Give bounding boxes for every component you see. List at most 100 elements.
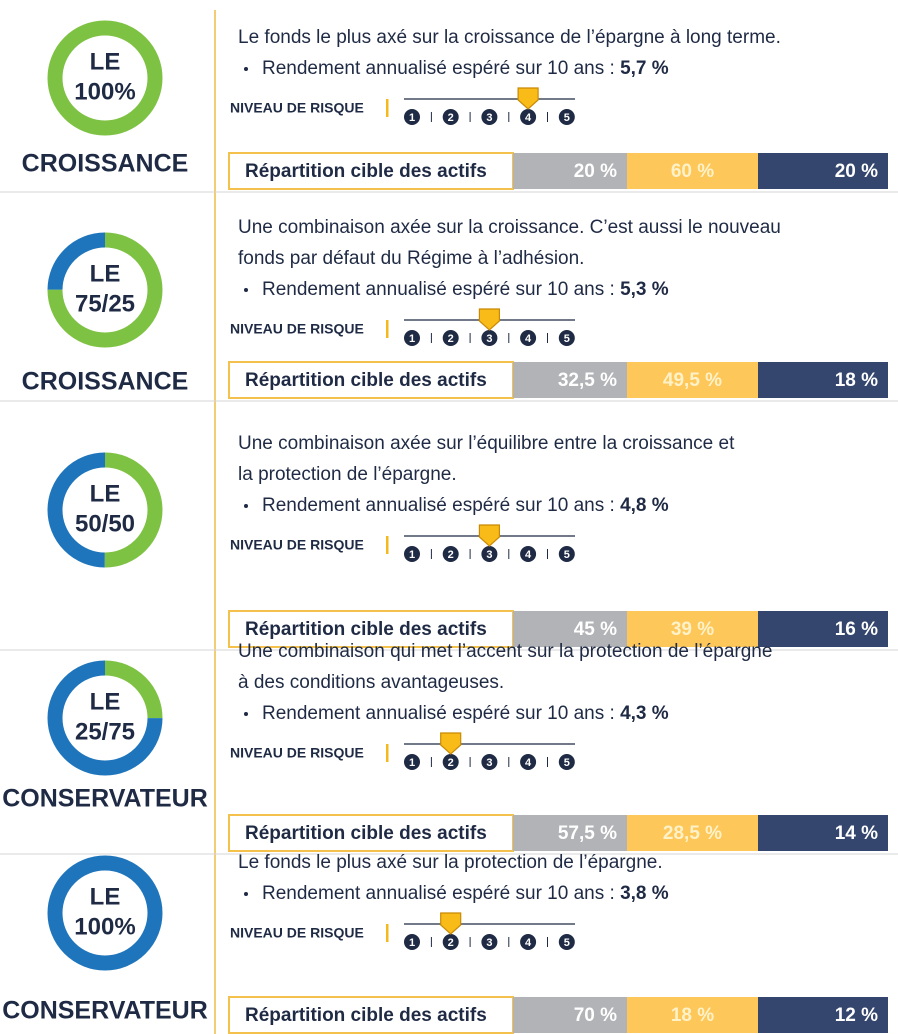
fund-share: 50/50 bbox=[75, 510, 135, 537]
allocation-segment bbox=[627, 815, 758, 851]
fund-share: 75/25 bbox=[75, 290, 135, 317]
fund-prefix: LE bbox=[90, 260, 121, 287]
risk-step-label: 5 bbox=[564, 549, 570, 561]
bullet bbox=[244, 892, 248, 896]
risk-step bbox=[442, 754, 459, 770]
return-label: Rendement annualisé espéré sur 10 ans : bbox=[262, 495, 615, 516]
allocation-segment bbox=[513, 362, 627, 398]
risk-step-label: 3 bbox=[486, 937, 492, 949]
allocation-segment bbox=[627, 997, 758, 1033]
allocation-value: 18 % bbox=[671, 1005, 714, 1026]
risk-step-label: 4 bbox=[525, 937, 532, 949]
risk-accent bbox=[386, 744, 389, 762]
risk-step-label: 3 bbox=[486, 549, 492, 561]
bullet bbox=[244, 288, 248, 292]
allocation-segment bbox=[758, 815, 888, 851]
allocation-value: 60 % bbox=[671, 161, 714, 182]
fund-share: 100% bbox=[74, 913, 135, 940]
fund-prefix: LE bbox=[90, 883, 121, 910]
fund-prefix: LE bbox=[90, 48, 121, 75]
fund-category: CONSERVATEUR bbox=[2, 785, 208, 813]
description: à des conditions avantageuses. bbox=[238, 672, 504, 693]
allocation-value: 57,5 % bbox=[558, 823, 617, 844]
allocation-segment bbox=[758, 153, 888, 189]
return-line: Rendement annualisé espéré sur 10 ans : … bbox=[262, 883, 669, 904]
risk-label: NIVEAU DE RISQUE bbox=[230, 321, 364, 337]
allocation-value: 45 % bbox=[574, 619, 617, 640]
risk-step bbox=[520, 934, 537, 950]
risk-step-label: 4 bbox=[525, 549, 532, 561]
allocation-segment bbox=[513, 611, 627, 647]
risk-marker bbox=[478, 308, 500, 331]
risk-step bbox=[404, 330, 420, 346]
fund-prefix: LE bbox=[90, 688, 121, 715]
risk-step bbox=[558, 109, 575, 125]
allocation-value: 16 % bbox=[835, 619, 878, 640]
bullet bbox=[244, 67, 248, 71]
risk-step bbox=[442, 934, 459, 950]
risk-step-label: 3 bbox=[486, 112, 492, 124]
risk-step-label: 4 bbox=[525, 757, 532, 769]
risk-accent bbox=[386, 924, 389, 942]
risk-label: NIVEAU DE RISQUE bbox=[230, 100, 364, 116]
description: fonds par défaut du Régime à l’adhésion. bbox=[238, 248, 584, 269]
risk-step bbox=[404, 754, 420, 770]
risk-step-label: 1 bbox=[409, 937, 415, 949]
fund-category: CROISSANCE bbox=[22, 368, 189, 396]
fund-prefix: LE bbox=[90, 480, 121, 507]
risk-accent bbox=[386, 320, 389, 338]
risk-marker bbox=[517, 87, 539, 110]
risk-marker bbox=[478, 524, 500, 547]
allocation-segment bbox=[513, 153, 627, 189]
allocation-value: 20 % bbox=[835, 161, 878, 182]
risk-step bbox=[520, 754, 537, 770]
donut-arc bbox=[47, 452, 163, 568]
description: la protection de l’épargne. bbox=[238, 464, 457, 485]
donut-arc bbox=[47, 855, 163, 971]
description: Une combinaison qui met l’accent sur la … bbox=[238, 641, 772, 662]
bullet bbox=[244, 504, 248, 508]
risk-step-label: 1 bbox=[409, 333, 415, 345]
risk-label: NIVEAU DE RISQUE bbox=[230, 925, 364, 941]
fund-category: CONSERVATEUR bbox=[2, 997, 208, 1025]
allocation-segment bbox=[513, 815, 627, 851]
allocation-frame bbox=[228, 814, 514, 852]
risk-step-label: 2 bbox=[448, 549, 454, 561]
donut-arc bbox=[47, 232, 163, 348]
allocation-segment bbox=[758, 997, 888, 1033]
allocation-value: 32,5 % bbox=[558, 370, 617, 391]
return-value: 4,3 % bbox=[620, 703, 669, 724]
description: Le fonds le plus axé sur la croissance d… bbox=[238, 27, 781, 48]
allocation-value: 18 % bbox=[835, 370, 878, 391]
allocation-frame bbox=[228, 361, 514, 399]
allocation-label: Répartition cible des actifs bbox=[245, 619, 487, 640]
allocation-value: 28,5 % bbox=[663, 823, 722, 844]
allocation-segment bbox=[758, 362, 888, 398]
risk-step-label: 5 bbox=[564, 937, 570, 949]
risk-accent bbox=[386, 536, 389, 554]
fund-share: 100% bbox=[74, 78, 135, 105]
risk-step-label: 5 bbox=[564, 757, 570, 769]
return-value: 5,3 % bbox=[620, 279, 669, 300]
risk-step-label: 2 bbox=[448, 937, 454, 949]
allocation-segment bbox=[758, 611, 888, 647]
risk-label: NIVEAU DE RISQUE bbox=[230, 745, 364, 761]
allocation-label: Répartition cible des actifs bbox=[245, 161, 487, 182]
risk-step bbox=[481, 546, 498, 562]
risk-step-label: 1 bbox=[409, 112, 415, 124]
return-value: 5,7 % bbox=[620, 58, 669, 79]
donut-arc bbox=[47, 660, 163, 776]
bullet bbox=[244, 712, 248, 716]
allocation-value: 20 % bbox=[574, 161, 617, 182]
risk-step bbox=[481, 934, 498, 950]
risk-step-label: 3 bbox=[486, 333, 492, 345]
allocation-segment bbox=[627, 153, 758, 189]
allocation-segment bbox=[627, 611, 758, 647]
description: Une combinaison axée sur la croissance. … bbox=[238, 217, 781, 238]
risk-step-label: 4 bbox=[525, 112, 532, 124]
risk-step bbox=[481, 754, 498, 770]
fund-category: CROISSANCE bbox=[22, 150, 189, 178]
risk-step bbox=[558, 934, 575, 950]
return-value: 4,8 % bbox=[620, 495, 669, 516]
